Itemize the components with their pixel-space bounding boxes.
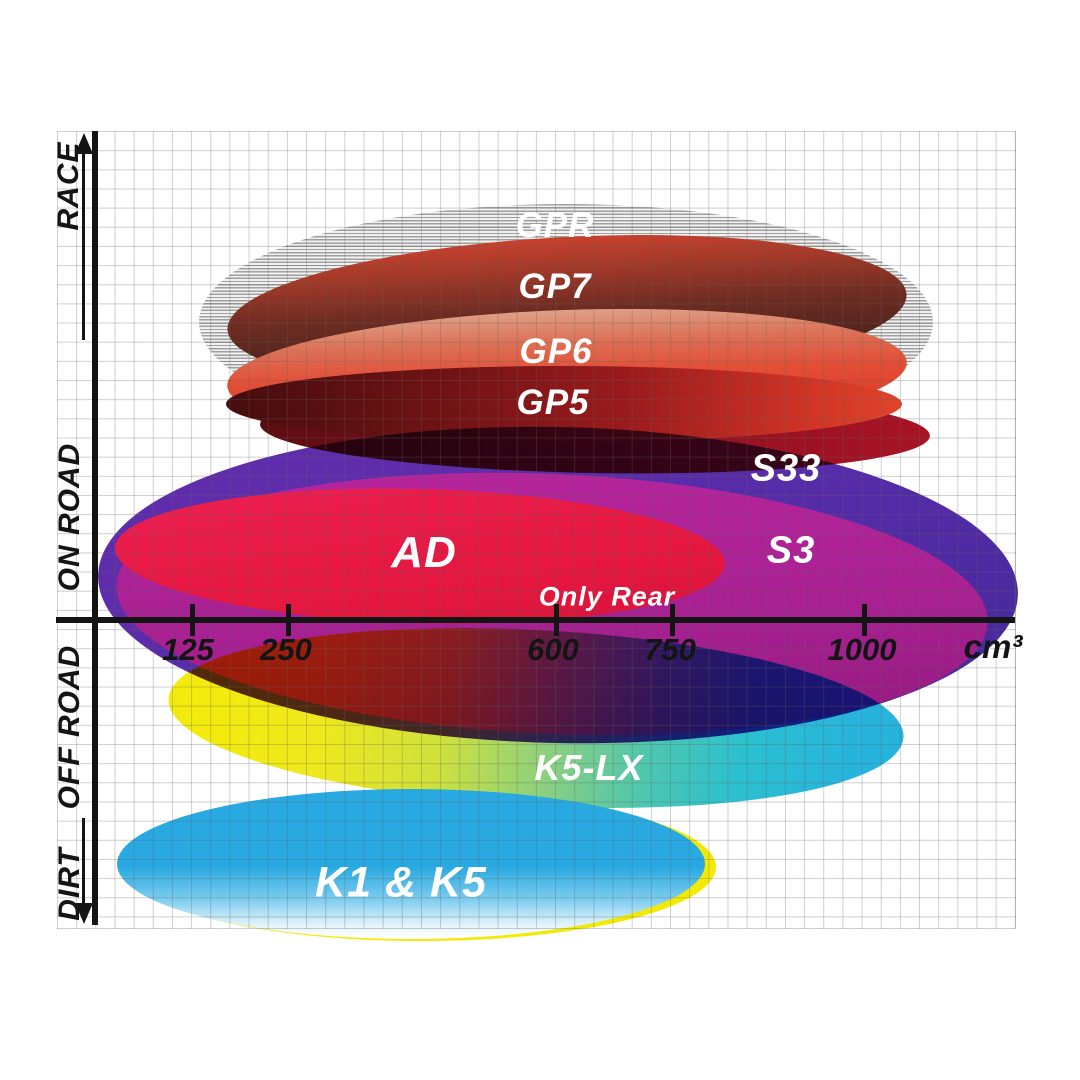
region-label-gpr: GPR xyxy=(515,206,595,245)
zone-label-on-road: ON ROAD xyxy=(53,442,86,592)
zone-label-off-road: OFF ROAD xyxy=(53,644,86,810)
region-label-ad: AD xyxy=(391,528,457,577)
arrow-down-icon xyxy=(75,903,93,924)
region-k1k5-ellipse xyxy=(117,789,705,939)
x-tick-label-600: 600 xyxy=(527,632,579,667)
zone-label-race: RACE xyxy=(52,141,85,231)
region-label-gp7: GP7 xyxy=(518,267,592,306)
region-label-s3: S3 xyxy=(766,529,816,572)
x-axis-line xyxy=(56,617,1015,623)
x-tick-label-1000: 1000 xyxy=(827,632,897,667)
x-tick-600 xyxy=(554,604,559,636)
x-tick-label-750: 750 xyxy=(644,632,696,667)
x-tick-750 xyxy=(670,604,675,636)
x-tick-250 xyxy=(286,604,291,636)
x-tick-125 xyxy=(190,604,195,636)
region-label-s33: S33 xyxy=(750,447,822,490)
x-tick-label-125: 125 xyxy=(162,632,214,667)
y-axis-arrow-shaft-bottom xyxy=(82,818,85,906)
arrow-up-icon xyxy=(75,133,93,154)
region-note-only-rear: Only Rear xyxy=(538,581,676,612)
region-label-k1k5: K1 & K5 xyxy=(315,858,487,907)
zone-label-dirt: DIRT xyxy=(53,847,86,921)
x-tick-1000 xyxy=(862,604,867,636)
region-label-gp6: GP6 xyxy=(519,332,593,371)
region-label-gp5: GP5 xyxy=(516,383,590,422)
x-tick-label-250: 250 xyxy=(260,632,312,667)
y-axis-arrow-shaft-top xyxy=(82,152,85,340)
y-axis-line xyxy=(92,131,98,925)
x-axis-unit-label: cm³ xyxy=(963,628,1023,665)
region-label-k5lx: K5-LX xyxy=(534,747,644,788)
